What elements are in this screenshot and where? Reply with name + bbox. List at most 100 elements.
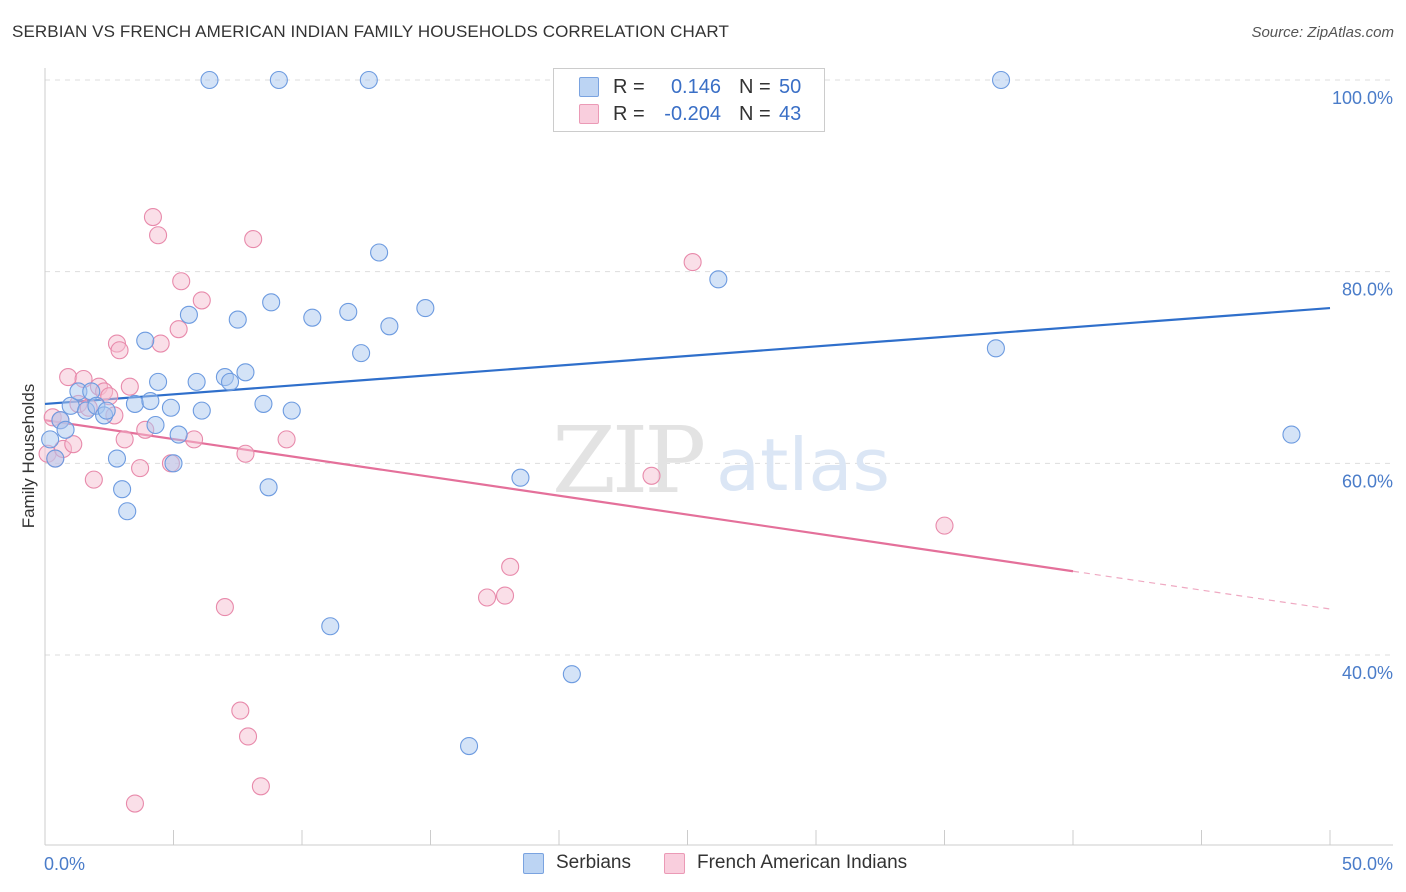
point-french-american-indians (64, 435, 83, 454)
point-serbians (562, 665, 581, 684)
legend-r-value: 0.146 (670, 75, 721, 98)
point-serbians (380, 317, 399, 336)
legend-label-serbians: Serbians (556, 852, 631, 873)
point-serbians (179, 305, 198, 324)
watermark-atlas: atlas (716, 423, 890, 507)
legend-item-serbians: Serbians (523, 852, 631, 874)
point-serbians (511, 468, 530, 487)
point-french-american-indians (131, 459, 150, 478)
point-serbians (709, 270, 728, 289)
point-serbians (146, 415, 165, 435)
y-axis-label: Family Households (19, 384, 38, 529)
point-french-american-indians (59, 368, 78, 387)
point-french-american-indians (172, 272, 191, 291)
point-french-american-indians (238, 727, 258, 746)
point-serbians (125, 394, 144, 413)
point-french-american-indians (192, 291, 211, 310)
point-french-american-indians (477, 588, 497, 607)
legend-n-label: N = (739, 75, 771, 98)
point-french-american-indians (149, 226, 168, 245)
point-serbians (1282, 425, 1301, 444)
point-serbians (262, 293, 281, 312)
point-serbians (46, 449, 65, 468)
legend-swatch-french-american-indians (664, 852, 685, 874)
y-tick-label: 60.0% (1342, 471, 1393, 491)
legend-row-french-american-indians: R = -0.204 N = 43 (579, 101, 801, 127)
legend-swatch-blue (579, 77, 599, 97)
legend-r-label: R = (613, 75, 645, 98)
legend-swatch-pink (579, 104, 599, 124)
legend-n-value: 50 (779, 75, 802, 98)
legend-swatch-serbians (523, 852, 544, 874)
point-serbians (107, 449, 127, 468)
point-serbians (259, 478, 278, 497)
point-serbians (220, 372, 240, 391)
point-serbians (149, 372, 168, 391)
point-serbians (254, 394, 273, 413)
point-serbians (113, 480, 132, 499)
trend-line-french-american-indians (44, 419, 1331, 610)
point-french-american-indians (115, 430, 134, 449)
point-serbians (339, 302, 358, 321)
y-tick-label: 80.0% (1342, 280, 1393, 300)
point-serbians (97, 401, 116, 420)
point-serbians (459, 736, 479, 756)
point-serbians (169, 425, 188, 444)
trend-dashed-french-american-indians (1072, 570, 1331, 610)
y-tick-label: 40.0% (1342, 663, 1393, 683)
source-label: Source: ZipAtlas.com (1251, 24, 1394, 41)
point-french-american-indians (120, 377, 139, 396)
legend-n-label: N = (739, 102, 771, 125)
point-serbians (164, 454, 183, 473)
point-serbians (986, 339, 1005, 358)
point-french-american-indians (125, 794, 144, 813)
point-serbians (303, 308, 322, 327)
point-french-american-indians (185, 430, 204, 449)
point-serbians (136, 331, 155, 350)
point-french-american-indians (215, 598, 234, 617)
point-serbians (56, 420, 75, 439)
point-serbians (187, 372, 206, 391)
point-french-american-indians (236, 444, 255, 463)
point-serbians (192, 401, 211, 420)
point-serbians (200, 70, 219, 90)
x-tick-label-max: 50.0% (1342, 854, 1393, 874)
x-ticks (44, 830, 1331, 845)
point-serbians (416, 299, 435, 318)
point-french-american-indians (110, 341, 129, 360)
watermark-zip: ZIP (552, 407, 703, 514)
point-serbians (141, 391, 160, 411)
point-serbians (236, 363, 255, 382)
point-french-american-indians (244, 230, 263, 249)
trend-solid-serbians (44, 306, 1331, 406)
series-legend: Serbians French American Indians (0, 852, 1406, 878)
point-french-american-indians (251, 777, 270, 796)
y-tick-labels: 100.0% 80.0% 60.0% 40.0% (1332, 88, 1393, 683)
point-serbians (282, 401, 301, 420)
point-serbians (321, 617, 340, 636)
point-french-american-indians (935, 516, 954, 535)
y-tick-label: 100.0% (1332, 88, 1393, 108)
point-french-american-indians (231, 701, 250, 720)
point-french-american-indians (277, 430, 296, 449)
legend-n-value: 43 (779, 102, 802, 125)
point-serbians (41, 430, 60, 449)
trend-line-serbians (44, 306, 1331, 406)
point-serbians (118, 502, 137, 521)
legend-row-serbians: R = 0.146 N = 50 (579, 74, 801, 100)
point-serbians (370, 243, 389, 262)
point-french-american-indians (84, 470, 103, 489)
point-serbians (228, 310, 247, 329)
point-serbians (161, 398, 180, 417)
stats-legend: R = 0.146 N = 50 R = -0.204 N = 43 (553, 68, 825, 132)
point-serbians (269, 70, 288, 90)
legend-r-label: R = (613, 102, 645, 125)
point-french-american-indians (501, 557, 520, 576)
point-french-american-indians (642, 466, 661, 485)
point-french-american-indians (169, 320, 188, 339)
point-french-american-indians (495, 586, 515, 605)
points-french-american-indians (38, 207, 954, 813)
point-french-american-indians (143, 207, 162, 227)
point-french-american-indians (151, 334, 170, 353)
